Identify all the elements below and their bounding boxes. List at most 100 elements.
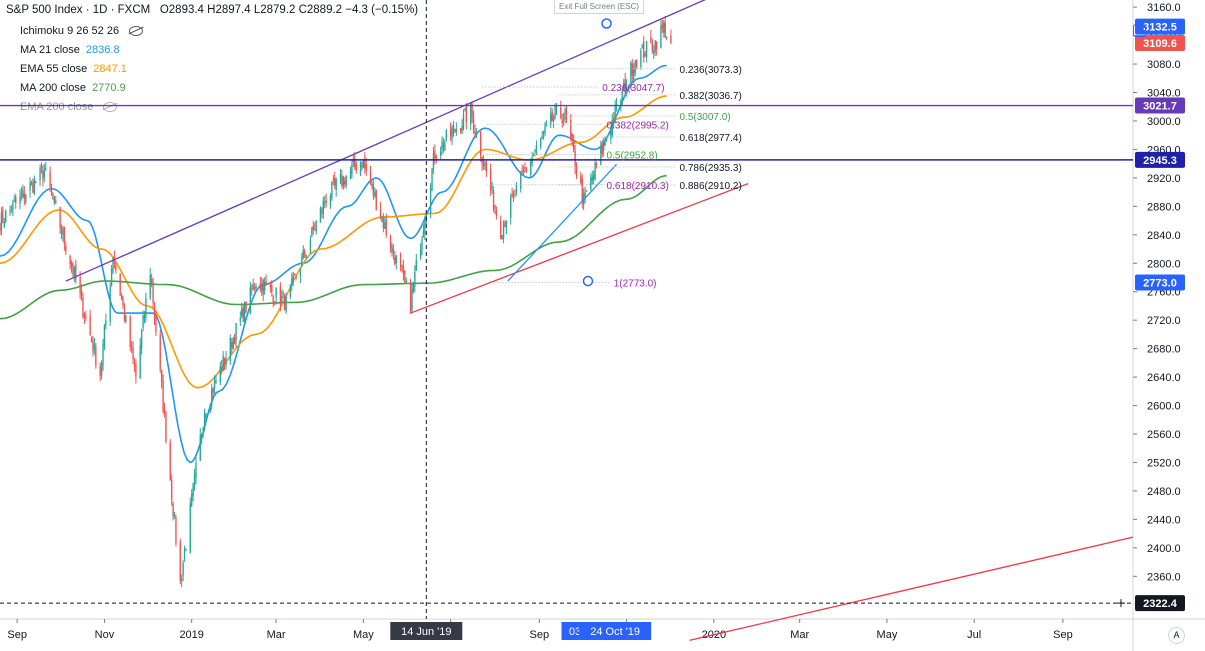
time-label-text: 24 Oct '19 xyxy=(590,626,640,638)
candle xyxy=(23,192,25,199)
candle xyxy=(241,308,243,317)
candle xyxy=(635,59,638,67)
candle xyxy=(10,211,13,213)
candle xyxy=(192,483,194,496)
candle xyxy=(341,175,343,187)
candle xyxy=(520,172,522,189)
candle xyxy=(292,275,294,283)
candle xyxy=(551,111,553,122)
scale-settings-icon[interactable] xyxy=(1133,24,1146,37)
price-label-text: 3109.6 xyxy=(1143,38,1177,50)
time-label-badge xyxy=(390,622,463,640)
candle xyxy=(650,36,652,43)
candle xyxy=(265,280,267,285)
visibility-off-icon[interactable] xyxy=(103,102,118,113)
candle xyxy=(205,413,207,418)
candle xyxy=(243,302,246,326)
candle xyxy=(229,337,231,362)
candle xyxy=(301,256,303,267)
candle xyxy=(424,221,426,235)
indicator-label: MA 200 close xyxy=(20,82,87,94)
candle xyxy=(191,493,193,506)
candle xyxy=(441,141,443,151)
symbol-title[interactable]: S&P 500 Index · 1D · FXCM xyxy=(6,4,151,16)
indicator-row[interactable]: EMA 55 close 2847.1 xyxy=(6,60,418,79)
candle xyxy=(223,358,226,365)
trend-line[interactable] xyxy=(507,163,618,282)
chart-legend: S&P 500 Index · 1D · FXCM O2893.4 H2897.… xyxy=(6,4,418,117)
price-tick-label: 2640.0 xyxy=(1147,372,1181,384)
candle xyxy=(219,366,221,383)
candle xyxy=(215,380,217,383)
candle xyxy=(345,176,347,186)
candle xyxy=(209,404,211,412)
candle xyxy=(49,171,51,188)
candle xyxy=(505,220,508,228)
candle xyxy=(354,158,356,168)
candle xyxy=(189,503,191,553)
candle xyxy=(40,165,43,169)
candle xyxy=(614,106,616,123)
candle xyxy=(391,244,393,252)
candle xyxy=(654,40,656,52)
visibility-off-icon[interactable] xyxy=(129,26,144,37)
candle xyxy=(20,193,23,195)
exit-fullscreen-button[interactable]: Exit Full Screen (ESC) xyxy=(554,0,645,14)
candle xyxy=(361,165,363,167)
candle xyxy=(163,409,166,414)
candle xyxy=(475,131,478,138)
candle xyxy=(604,142,606,146)
fib-level-label: 0.382(3036.7) xyxy=(680,91,742,102)
price-tick-label: 2800.0 xyxy=(1147,258,1181,270)
candle xyxy=(139,344,141,379)
candle xyxy=(471,103,473,117)
candle xyxy=(231,341,233,349)
candle xyxy=(591,176,593,181)
candle xyxy=(173,514,176,517)
candle xyxy=(603,142,605,151)
candle xyxy=(145,298,147,318)
candle xyxy=(561,120,563,124)
candle xyxy=(22,189,24,198)
candle xyxy=(651,42,654,51)
candle xyxy=(429,188,432,214)
candle xyxy=(63,226,66,244)
fib-level-label: 0.382(2995.2) xyxy=(607,120,669,131)
fib-anchor-marker[interactable] xyxy=(601,18,612,29)
fib-anchor-marker[interactable] xyxy=(582,275,594,287)
time-label-badge xyxy=(579,622,652,640)
candle xyxy=(645,41,648,58)
trend-line[interactable] xyxy=(689,536,1134,641)
price-tick-label: 2480.0 xyxy=(1147,486,1181,498)
candle xyxy=(115,265,117,271)
indicator-row[interactable]: MA 21 close 2836.8 xyxy=(6,41,418,60)
candle xyxy=(120,295,123,300)
candle xyxy=(625,85,628,91)
price-tick-label: 2920.0 xyxy=(1147,173,1181,185)
trend-line[interactable] xyxy=(65,0,713,282)
candle xyxy=(233,337,236,344)
candle xyxy=(331,182,333,198)
candle xyxy=(172,503,174,517)
candle xyxy=(160,369,163,383)
candle xyxy=(334,177,336,186)
indicator-row[interactable]: EMA 200 close xyxy=(6,98,418,117)
candle xyxy=(392,248,395,254)
candle xyxy=(525,169,528,171)
fib-level-label: 0.236(3073.3) xyxy=(680,65,742,76)
trend-line[interactable] xyxy=(410,182,749,314)
candle xyxy=(415,259,417,271)
candle xyxy=(640,50,642,67)
candle xyxy=(584,191,586,198)
candle xyxy=(532,154,535,156)
price-tick-label: 2720.0 xyxy=(1147,315,1181,327)
price-label-text: 3021.7 xyxy=(1143,101,1177,113)
indicator-row[interactable]: MA 200 close 2770.9 xyxy=(6,79,418,98)
price-tick-label: 2600.0 xyxy=(1147,401,1181,413)
candle xyxy=(581,179,583,203)
candle xyxy=(100,363,103,376)
indicator-row[interactable]: Ichimoku 9 26 52 26 xyxy=(6,22,418,41)
candle xyxy=(362,160,365,169)
auto-scale-button[interactable]: A xyxy=(1168,627,1185,644)
